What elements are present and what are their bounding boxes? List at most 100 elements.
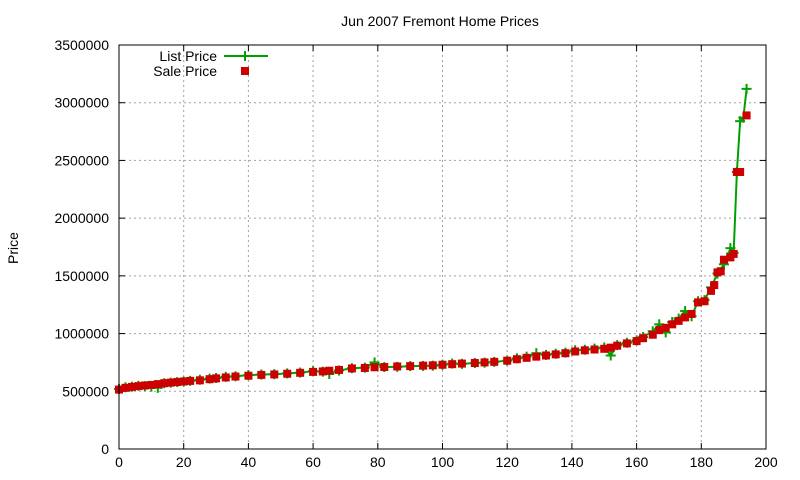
- sale-price-point: [648, 330, 657, 339]
- sale-price-point: [661, 323, 670, 332]
- sale-price-point: [393, 362, 402, 371]
- sale-price-point: [668, 320, 677, 329]
- axis-ticks: 0 20 40 60 80 100 120 140 160 180 200 0 500000 100000…: [54, 37, 777, 470]
- sale-price-point: [561, 349, 570, 358]
- sale-price-point: [700, 297, 709, 306]
- sale-price-point: [173, 378, 182, 387]
- sale-price-point: [140, 381, 149, 390]
- y-tick-label: 3000000: [54, 95, 109, 111]
- x-tick-label: 180: [690, 454, 714, 470]
- sale-price-point: [205, 375, 214, 384]
- chart-title: Jun 2007 Fremont Home Prices: [341, 13, 539, 29]
- list-price-point: [741, 83, 752, 94]
- y-tick-label: 0: [101, 441, 109, 457]
- sale-price-point: [503, 356, 512, 365]
- x-tick-label: 0: [115, 454, 123, 470]
- sale-price-point: [729, 249, 738, 258]
- sale-price-point: [571, 347, 580, 356]
- sale-price-point: [370, 363, 379, 372]
- sale-price-point: [296, 368, 305, 377]
- sale-price-point: [613, 341, 622, 350]
- sale-price-point: [257, 370, 266, 379]
- sale-price-point: [710, 281, 719, 290]
- sale-price-point: [360, 363, 369, 372]
- sale-price-point: [480, 358, 489, 367]
- sale-price-point: [490, 357, 499, 366]
- sale-price-point: [153, 380, 162, 389]
- sale-price-point: [231, 372, 240, 381]
- sale-price-point: [195, 376, 204, 385]
- legend-label-sale-price: Sale Price: [153, 63, 217, 79]
- sale-price-point: [457, 359, 466, 368]
- y-tick-label: 500000: [62, 383, 109, 399]
- y-axis-label: Price: [5, 232, 21, 264]
- sale-price-point: [674, 316, 683, 325]
- sale-price-point: [283, 369, 292, 378]
- sale-price-point: [639, 334, 648, 343]
- sale-price-point: [707, 286, 716, 295]
- series-layer: [114, 83, 752, 394]
- sale-price-point: [655, 326, 664, 335]
- sale-price-point: [590, 345, 599, 354]
- sale-price-point: [622, 339, 631, 348]
- x-tick-label: 160: [625, 454, 649, 470]
- sale-price-point: [542, 351, 551, 360]
- sale-price-point: [470, 359, 479, 368]
- x-tick-label: 20: [176, 454, 192, 470]
- sale-price-point: [694, 298, 703, 307]
- sale-price-point: [419, 361, 428, 370]
- grid: [119, 45, 766, 449]
- list-price-point: [605, 350, 616, 361]
- y-tick-label: 2000000: [54, 210, 109, 226]
- y-tick-label: 3500000: [54, 37, 109, 53]
- legend-label-list-price: List Price: [159, 48, 217, 64]
- sale-price-point: [212, 374, 221, 383]
- sale-price-point: [448, 360, 457, 369]
- sale-price-point: [334, 365, 343, 374]
- sale-price-point: [166, 378, 175, 387]
- plot-area-border: [118, 44, 767, 450]
- sale-price-point: [600, 344, 609, 353]
- x-tick-label: 80: [370, 454, 386, 470]
- x-tick-label: 140: [560, 454, 584, 470]
- sale-price-point: [719, 255, 728, 264]
- legend-marker-list-price: [240, 51, 250, 61]
- sale-price-point: [681, 313, 690, 322]
- sale-price-point: [551, 350, 560, 359]
- legend: List Price Sale Price: [153, 48, 268, 79]
- x-tick-label: 200: [754, 454, 778, 470]
- sale-price-point: [512, 355, 521, 364]
- sale-price-point: [147, 380, 156, 389]
- y-tick-label: 1000000: [54, 326, 109, 342]
- x-tick-label: 100: [431, 454, 455, 470]
- sale-price-point: [380, 363, 389, 372]
- sale-price-point: [522, 353, 531, 362]
- sale-price-point: [221, 373, 230, 382]
- sale-price-point: [179, 377, 188, 386]
- sale-price-point: [632, 337, 641, 346]
- sale-price-point: [318, 367, 327, 376]
- x-tick-label: 60: [305, 454, 321, 470]
- legend-marker-sale-price: [241, 67, 249, 75]
- sale-price-point: [186, 376, 195, 385]
- sale-price-point: [134, 382, 143, 391]
- y-tick-label: 2500000: [54, 152, 109, 168]
- sale-price-point: [244, 371, 253, 380]
- x-tick-label: 40: [241, 454, 257, 470]
- sale-price-point: [606, 343, 615, 352]
- sale-price-point: [716, 267, 725, 276]
- sale-price-point: [325, 366, 334, 375]
- sale-price-point: [127, 382, 136, 391]
- x-tick-label: 120: [496, 454, 520, 470]
- sale-price-point: [687, 309, 696, 318]
- sale-price-point: [580, 346, 589, 355]
- sale-price-point: [438, 360, 447, 369]
- sale-price-point: [406, 362, 415, 371]
- sale-price-point: [160, 379, 169, 388]
- sale-price-point: [347, 364, 356, 373]
- sale-price-point: [736, 167, 745, 176]
- y-tick-label: 1500000: [54, 268, 109, 284]
- sale-price-point: [532, 352, 541, 361]
- sale-price-point: [428, 361, 437, 370]
